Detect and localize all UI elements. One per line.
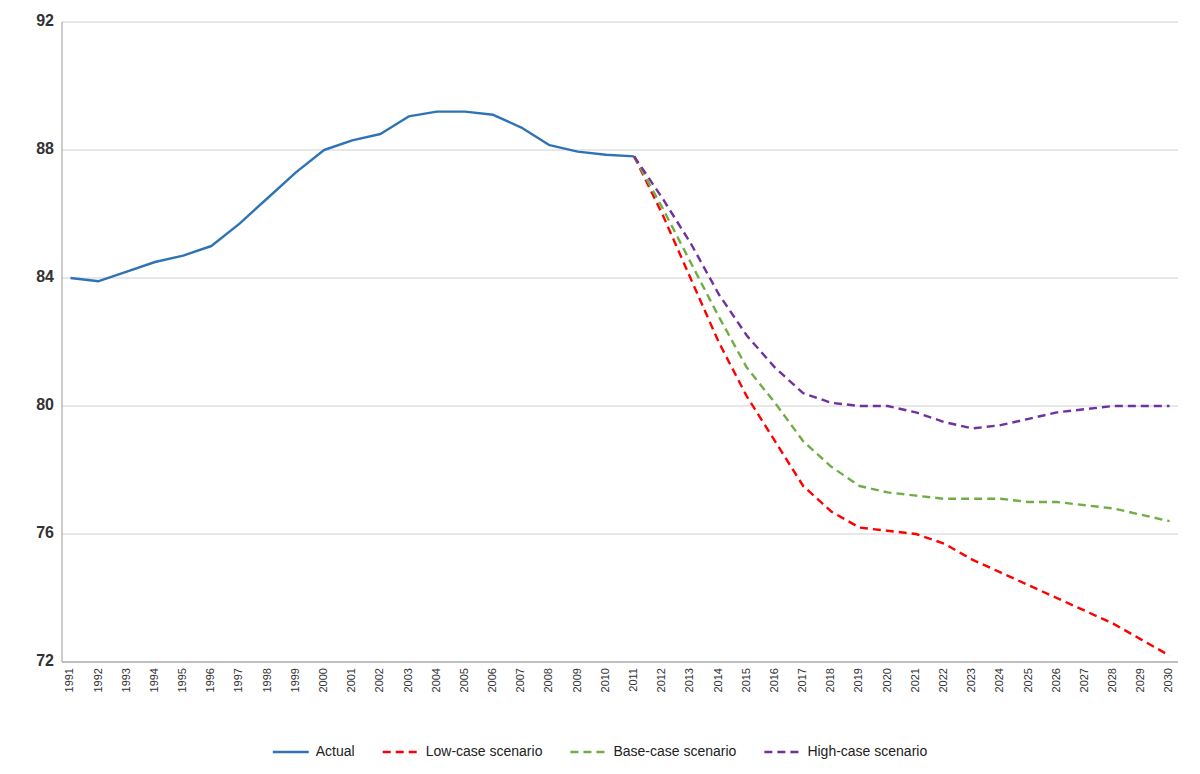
x-axis-line: [62, 662, 1178, 663]
legend-swatch: [273, 751, 309, 753]
y-tick-label: 92: [36, 12, 54, 29]
x-tick-label: 2012: [655, 668, 667, 692]
series-line: [634, 156, 1169, 428]
legend-swatch: [570, 751, 606, 753]
series-line: [634, 156, 1169, 655]
legend-item: Actual: [273, 743, 355, 759]
x-tick-label: 1999: [289, 668, 301, 692]
legend-swatch: [764, 751, 800, 753]
y-tick-labels: 72 76 80 84 88 92: [36, 12, 54, 669]
x-tick-label: 2000: [317, 668, 329, 692]
x-tick-label: 2030: [1162, 668, 1174, 692]
grid-line: [62, 278, 1178, 279]
x-tick-label: 1996: [204, 668, 216, 692]
y-tick-label: 80: [36, 396, 54, 413]
x-tick-label: 2017: [796, 668, 808, 692]
legend-label: Actual: [316, 743, 355, 759]
x-tick-label: 2028: [1106, 668, 1118, 692]
legend-label: Low-case scenario: [426, 743, 543, 759]
x-tick-label: 2023: [965, 668, 977, 692]
x-tick-label: 2026: [1050, 668, 1062, 692]
x-tick-label: 2019: [852, 668, 864, 692]
y-axis-line: [62, 22, 63, 662]
legend-item: Low-case scenario: [383, 743, 543, 759]
legend: Actual Low-case scenario Base-case scenari…: [273, 743, 928, 759]
grid-line: [62, 150, 1178, 151]
legend-item: High-case scenario: [764, 743, 927, 759]
x-tick-label: 2005: [458, 668, 470, 692]
grid-line: [62, 662, 1178, 663]
legend-label: Base-case scenario: [613, 743, 736, 759]
x-tick-label: 2014: [712, 668, 724, 692]
x-tick-label: 2016: [768, 668, 780, 692]
series-line: [634, 156, 1169, 521]
grid-line: [62, 22, 1178, 23]
y-tick-label: 72: [36, 652, 54, 669]
x-tick-label: 2002: [373, 668, 385, 692]
x-tick-label: 1995: [176, 668, 188, 692]
x-tick-label: 2001: [345, 668, 357, 692]
series-line: [70, 112, 634, 282]
x-tick-label: 1991: [63, 668, 75, 692]
series-lines: [70, 112, 1169, 656]
grid-line: [62, 406, 1178, 407]
x-tick-label: 2029: [1134, 668, 1146, 692]
x-tick-label: 2027: [1078, 668, 1090, 692]
x-tick-label: 2008: [542, 668, 554, 692]
x-tick-label: 2011: [627, 668, 639, 692]
x-tick-label: 2010: [599, 668, 611, 692]
y-tick-label: 88: [36, 140, 54, 157]
x-tick-labels: 1991 1992 1993 1994 1995 1996 1997 1998 1999 2000…: [63, 668, 1174, 692]
x-tick-label: 2003: [402, 668, 414, 692]
x-tick-label: 2025: [1022, 668, 1034, 692]
legend-item: Base-case scenario: [570, 743, 736, 759]
x-tick-label: 2024: [993, 668, 1005, 692]
x-tick-label: 2022: [937, 668, 949, 692]
grid-line: [62, 534, 1178, 535]
x-tick-label: 2013: [683, 668, 695, 692]
x-tick-label: 2015: [740, 668, 752, 692]
x-tick-label: 1992: [92, 668, 104, 692]
x-tick-label: 2021: [909, 668, 921, 692]
x-tick-label: 2006: [486, 668, 498, 692]
legend-swatch: [383, 751, 419, 753]
x-tick-label: 1993: [120, 668, 132, 692]
x-tick-label: 2004: [430, 668, 442, 692]
legend-label: High-case scenario: [807, 743, 927, 759]
y-tick-label: 76: [36, 524, 54, 541]
y-tick-label: 84: [36, 268, 54, 285]
x-tick-label: 1997: [232, 668, 244, 692]
x-tick-label: 2020: [881, 668, 893, 692]
x-tick-label: 2007: [514, 668, 526, 692]
grid: [62, 22, 1178, 662]
x-tick-label: 2009: [571, 668, 583, 692]
x-tick-label: 1998: [261, 668, 273, 692]
x-tick-label: 2018: [824, 668, 836, 692]
chart: 72 76 80 84 88 92 1991 1992 1993 1994 1995 1996 1997…: [0, 0, 1200, 774]
x-tick-label: 1994: [148, 668, 160, 692]
